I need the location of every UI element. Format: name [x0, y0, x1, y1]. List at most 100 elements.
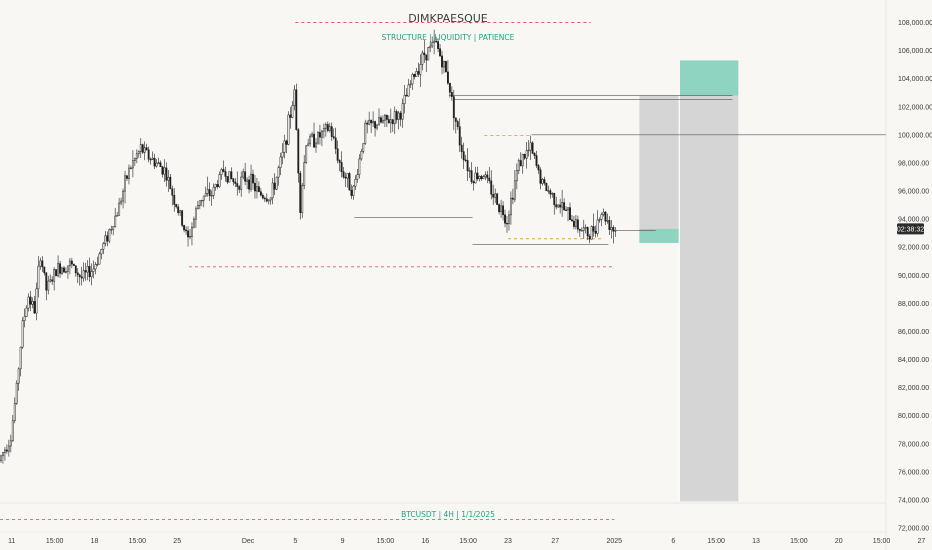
- candle-up: [250, 164, 252, 192]
- candle-down: [273, 173, 276, 195]
- time-tick-label: 15:00: [129, 538, 147, 545]
- candle-body: [380, 117, 382, 123]
- candle-body: [346, 173, 349, 179]
- candle-body: [177, 206, 180, 213]
- candle-up: [267, 199, 270, 205]
- candle-body: [149, 158, 152, 161]
- candle-down: [425, 54, 428, 72]
- candle-body: [183, 225, 186, 231]
- candle-body: [399, 112, 402, 120]
- candle-up: [189, 229, 191, 240]
- candle-up: [378, 108, 380, 126]
- candle-up: [39, 257, 42, 270]
- candle-down: [236, 171, 239, 196]
- candle-down: [80, 266, 83, 286]
- candle-body: [409, 83, 412, 86]
- candle-down: [55, 269, 58, 277]
- candle-body: [328, 126, 331, 131]
- candle-down: [555, 196, 558, 210]
- candle-up: [35, 282, 38, 321]
- candle-body: [504, 214, 506, 224]
- candle-up: [102, 241, 105, 255]
- candle-body: [72, 263, 75, 266]
- candle-up: [218, 171, 221, 188]
- candle-down: [571, 215, 573, 222]
- candle-body: [484, 174, 487, 178]
- candle-up: [364, 119, 367, 145]
- candle-down: [417, 62, 420, 77]
- candle-body: [478, 175, 481, 180]
- candle-body: [490, 180, 493, 195]
- candle-up: [167, 169, 170, 192]
- candle-up: [3, 447, 6, 461]
- candle-body: [74, 265, 77, 274]
- candle-up: [271, 177, 274, 205]
- candle-body: [128, 167, 130, 179]
- candle-down: [285, 139, 288, 154]
- candle-up: [94, 262, 97, 275]
- candle-down: [297, 128, 300, 183]
- candle-up: [427, 46, 430, 61]
- time-axis[interactable]: 11 15:00 18 15:00 25 Dec 5 9 15:00 16 15:00 23 27 202…: [0, 531, 925, 545]
- candle-down: [126, 174, 128, 182]
- candle-down: [578, 228, 581, 237]
- candle-down: [59, 261, 61, 279]
- candle-body: [549, 190, 552, 195]
- candle-body: [352, 185, 355, 196]
- candle-down: [539, 167, 542, 190]
- candle-body: [362, 143, 365, 152]
- candle-up: [128, 164, 130, 185]
- time-tick-label: 25: [173, 538, 181, 545]
- candle-down: [252, 169, 254, 190]
- candle-body: [317, 132, 319, 144]
- candle-body: [403, 94, 406, 105]
- candle-body: [596, 219, 599, 234]
- price-axis[interactable]: 108,000.00 106,000.00 104,000.00 102,000.00…: [885, 0, 932, 550]
- candle-body: [200, 199, 203, 202]
- candle-body: [47, 280, 50, 291]
- candle-down: [230, 167, 233, 180]
- candle-body: [521, 153, 524, 167]
- candle-body: [338, 160, 341, 163]
- candle-body: [437, 41, 440, 49]
- candle-down: [604, 211, 607, 226]
- candle-up: [368, 111, 371, 126]
- candle-body: [480, 175, 483, 180]
- candle-body: [279, 156, 282, 168]
- candle-body: [322, 128, 325, 132]
- candle-down: [533, 152, 536, 159]
- candle-body: [421, 52, 424, 65]
- candle-body: [25, 307, 28, 317]
- candle-body: [319, 132, 321, 138]
- candle-body: [23, 316, 26, 321]
- candle-body: [41, 260, 44, 268]
- candle-body: [96, 263, 99, 266]
- candle-up: [129, 165, 132, 170]
- candle-body: [55, 269, 58, 277]
- candle-body: [261, 195, 264, 199]
- candle-up: [354, 175, 357, 190]
- candle-body: [547, 190, 550, 192]
- candle-up: [320, 129, 323, 147]
- candle-body: [61, 267, 63, 274]
- price-tick-label: 86,000.00: [898, 329, 929, 336]
- candle-body: [462, 151, 465, 161]
- time-tick-label: 2025: [607, 538, 623, 545]
- candle-body: [592, 226, 595, 232]
- candle-body: [145, 147, 148, 151]
- candle-down: [78, 273, 81, 286]
- candle-down: [380, 115, 382, 124]
- candle-body: [555, 204, 558, 208]
- candle-down: [456, 119, 459, 130]
- candle-down: [45, 271, 48, 301]
- candle-body: [179, 210, 182, 213]
- candle-up: [584, 224, 587, 234]
- candle-up: [403, 84, 406, 114]
- candle-down: [334, 127, 337, 155]
- candle-body: [165, 167, 168, 181]
- candle-up: [139, 138, 142, 159]
- candle-up: [362, 143, 365, 154]
- candle-up: [114, 207, 117, 228]
- candle-body: [448, 82, 451, 93]
